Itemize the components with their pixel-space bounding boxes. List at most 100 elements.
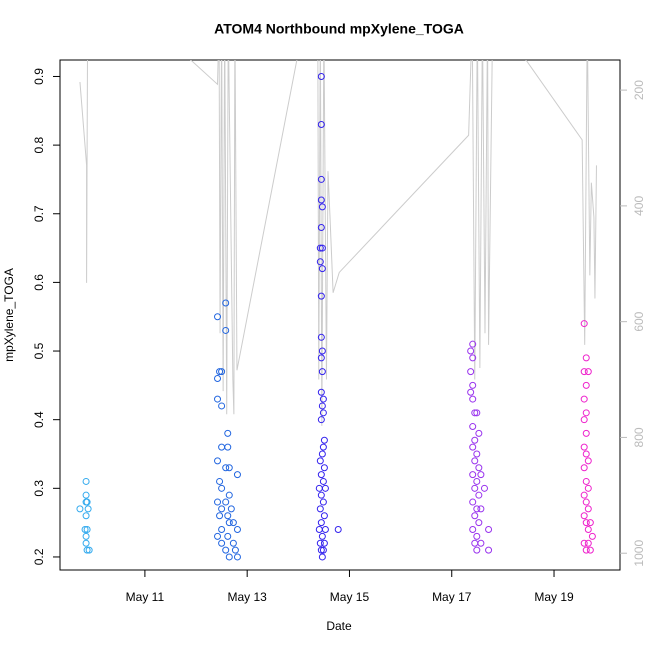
data-point	[82, 498, 90, 506]
data-point	[82, 491, 90, 499]
data-point	[582, 409, 590, 417]
data-point	[319, 546, 327, 554]
data-point	[584, 484, 592, 492]
data-point	[224, 429, 232, 437]
data-point	[83, 546, 91, 554]
data-point	[317, 72, 325, 80]
data-point	[317, 354, 325, 362]
data-point	[320, 436, 328, 444]
data-point	[469, 340, 477, 348]
data-point	[317, 333, 325, 341]
data-point	[227, 505, 235, 513]
data-point	[584, 539, 592, 547]
x-tick-label: May 13	[227, 590, 267, 604]
data-point	[216, 477, 224, 485]
data-point	[469, 498, 477, 506]
data-point	[76, 505, 84, 513]
y2-tick-label: 200	[632, 80, 646, 100]
data-point	[233, 553, 241, 561]
data-point	[475, 429, 483, 437]
data-point	[316, 505, 324, 513]
data-point	[320, 539, 328, 547]
data-point	[469, 395, 477, 403]
data-point	[584, 505, 592, 513]
data-point	[317, 223, 325, 231]
data-point	[216, 512, 224, 520]
data-point	[83, 526, 91, 534]
data-point	[231, 546, 239, 554]
data-point	[469, 526, 477, 534]
data-point	[471, 409, 479, 417]
pressure-line	[79, 60, 597, 426]
data-point	[580, 320, 588, 328]
data-point	[586, 546, 594, 554]
y2-tick-label: 400	[632, 196, 646, 216]
data-point	[580, 491, 588, 499]
data-point	[480, 484, 488, 492]
data-point	[318, 244, 326, 252]
data-point	[229, 539, 237, 547]
data-point	[582, 354, 590, 362]
data-point	[469, 354, 477, 362]
data-point	[582, 450, 590, 458]
data-point	[477, 505, 485, 513]
data-point	[475, 491, 483, 499]
data-point	[316, 258, 324, 266]
data-point	[218, 505, 226, 513]
data-point	[471, 457, 479, 465]
data-point	[315, 484, 323, 492]
data-point	[82, 532, 90, 540]
data-point	[319, 409, 327, 417]
data-point	[317, 388, 325, 396]
data-point	[582, 429, 590, 437]
data-point	[84, 505, 92, 513]
y-tick-label: 0.4	[32, 411, 46, 428]
data-point	[469, 423, 477, 431]
data-point	[214, 532, 222, 540]
data-point	[582, 519, 590, 527]
data-point	[224, 443, 232, 451]
data-point	[317, 519, 325, 527]
data-point	[485, 526, 493, 534]
y2-tick-label: 1000	[632, 540, 646, 567]
data-point	[218, 368, 226, 376]
data-point	[318, 347, 326, 355]
data-point	[580, 443, 588, 451]
data-point	[318, 450, 326, 458]
data-point	[588, 532, 596, 540]
data-point	[317, 121, 325, 129]
data-point	[477, 539, 485, 547]
data-point	[225, 491, 233, 499]
x-axis-label: Date	[326, 619, 352, 633]
data-point	[318, 402, 326, 410]
data-point	[467, 347, 475, 355]
data-point	[82, 477, 90, 485]
data-point	[320, 464, 328, 472]
data-point	[473, 505, 481, 513]
y-tick-label: 0.5	[32, 342, 46, 359]
x-tick-label: May 19	[534, 590, 574, 604]
y2-tick-label: 800	[632, 427, 646, 447]
data-point	[320, 512, 328, 520]
data-point	[318, 553, 326, 561]
data-point	[214, 498, 222, 506]
data-point	[319, 498, 327, 506]
data-point	[317, 416, 325, 424]
data-point	[316, 244, 324, 252]
data-point	[580, 512, 588, 520]
data-point	[222, 498, 230, 506]
data-point	[473, 409, 481, 417]
data-point	[471, 539, 479, 547]
data-point	[580, 464, 588, 472]
data-point	[473, 546, 481, 554]
data-point	[214, 395, 222, 403]
data-point	[319, 477, 327, 485]
data-point	[225, 553, 233, 561]
data-point	[319, 443, 327, 451]
point-layer	[76, 72, 596, 561]
data-point	[471, 512, 479, 520]
data-point	[580, 368, 588, 376]
data-point	[218, 443, 226, 451]
data-point	[229, 519, 237, 527]
